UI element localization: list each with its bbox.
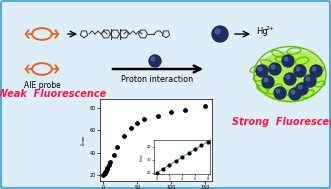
Point xyxy=(141,118,147,121)
Text: Hg: Hg xyxy=(256,28,268,36)
Y-axis label: $I_{max}$: $I_{max}$ xyxy=(79,134,88,146)
Circle shape xyxy=(151,57,155,61)
Point xyxy=(101,173,107,176)
Circle shape xyxy=(286,75,290,79)
Point xyxy=(199,144,204,147)
Point xyxy=(103,170,108,174)
Text: 2+: 2+ xyxy=(266,26,275,32)
Point xyxy=(121,135,126,138)
Ellipse shape xyxy=(280,51,324,91)
Point xyxy=(167,163,172,167)
Circle shape xyxy=(256,65,268,77)
Circle shape xyxy=(289,88,301,100)
Point xyxy=(106,164,112,167)
Circle shape xyxy=(271,65,275,69)
Point xyxy=(179,156,185,159)
Text: Weak  Fluorescence: Weak Fluorescence xyxy=(0,89,107,99)
Point xyxy=(102,172,107,175)
Point xyxy=(192,148,198,151)
Circle shape xyxy=(294,65,306,77)
Point xyxy=(173,160,178,163)
Point xyxy=(105,166,110,169)
Point xyxy=(161,167,166,170)
Text: AIE probe: AIE probe xyxy=(24,81,60,90)
Circle shape xyxy=(306,77,310,81)
Circle shape xyxy=(310,65,322,77)
Point xyxy=(155,114,160,117)
Ellipse shape xyxy=(275,69,315,99)
Circle shape xyxy=(296,83,308,95)
Circle shape xyxy=(264,78,268,82)
Circle shape xyxy=(262,76,274,88)
Ellipse shape xyxy=(260,51,310,87)
Circle shape xyxy=(291,90,295,94)
Circle shape xyxy=(269,63,281,75)
Point xyxy=(101,174,106,177)
Point xyxy=(203,104,208,107)
Circle shape xyxy=(274,87,286,99)
Point xyxy=(104,169,109,172)
Point xyxy=(182,109,187,112)
Point xyxy=(135,121,140,124)
Circle shape xyxy=(304,75,316,87)
Circle shape xyxy=(258,67,262,71)
Circle shape xyxy=(284,57,288,61)
Point xyxy=(104,167,110,170)
Point xyxy=(111,154,116,157)
Point xyxy=(205,140,210,143)
Ellipse shape xyxy=(256,62,301,100)
Circle shape xyxy=(282,55,294,67)
Point xyxy=(154,171,159,174)
Point xyxy=(108,160,113,163)
Point xyxy=(186,152,191,155)
Circle shape xyxy=(284,73,296,85)
Text: Proton interaction: Proton interaction xyxy=(121,75,193,84)
Circle shape xyxy=(149,55,161,67)
Y-axis label: $I_{max}$: $I_{max}$ xyxy=(139,153,146,162)
Circle shape xyxy=(212,26,228,42)
Circle shape xyxy=(276,89,280,93)
Circle shape xyxy=(312,67,316,71)
Point xyxy=(128,127,133,130)
Circle shape xyxy=(215,29,220,34)
Point xyxy=(168,111,174,114)
Circle shape xyxy=(298,85,302,89)
Point xyxy=(114,146,119,149)
Ellipse shape xyxy=(255,51,325,103)
Text: Strong  Fluorescence: Strong Fluorescence xyxy=(232,117,331,127)
Circle shape xyxy=(296,67,300,71)
